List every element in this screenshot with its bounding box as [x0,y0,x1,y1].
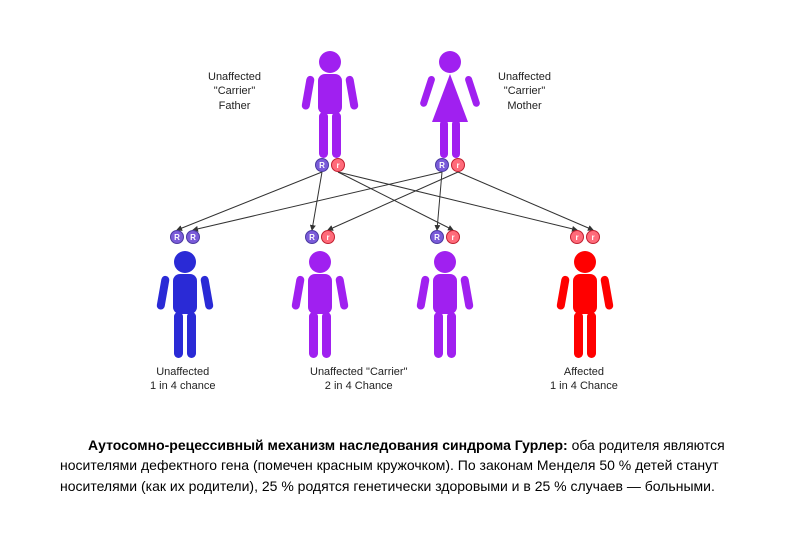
allele-recessive: r [570,230,584,244]
allele-pair-child2: Rr [430,230,460,244]
person-mother [420,50,480,160]
allele-dominant: R [170,230,184,244]
allele-dominant: R [435,158,449,172]
allele-pair-child3: rr [570,230,600,244]
person-child3 [555,250,615,360]
label-child0: Unaffected 1 in 4 chance [150,365,215,394]
allele-dominant: R [315,158,329,172]
caption-lead: Аутосомно-рецессивный механизм наследова… [88,437,568,453]
allele-dominant: R [186,230,200,244]
allele-dominant: R [305,230,319,244]
inheritance-diagram: Rr Unaffected "Carrier" Father Rr Unaffect… [0,0,800,420]
allele-recessive: r [321,230,335,244]
allele-recessive: r [331,158,345,172]
label-child3: Affected 1 in 4 Chance [550,365,618,394]
allele-pair-child1: Rr [305,230,335,244]
label-child1: Unaffected "Carrier" 2 in 4 Chance [310,365,407,394]
connection-lines [0,0,800,420]
label-mother: Unaffected "Carrier" Mother [498,70,551,113]
allele-pair-child0: RR [170,230,200,244]
person-child1 [290,250,350,360]
person-child2 [415,250,475,360]
allele-pair-mother: Rr [435,158,465,172]
person-father [300,50,360,160]
allele-recessive: r [451,158,465,172]
allele-recessive: r [446,230,460,244]
allele-pair-father: Rr [315,158,345,172]
allele-dominant: R [430,230,444,244]
allele-recessive: r [586,230,600,244]
label-father: Unaffected "Carrier" Father [208,70,261,113]
person-child0 [155,250,215,360]
caption: Аутосомно-рецессивный механизм наследова… [60,435,740,496]
